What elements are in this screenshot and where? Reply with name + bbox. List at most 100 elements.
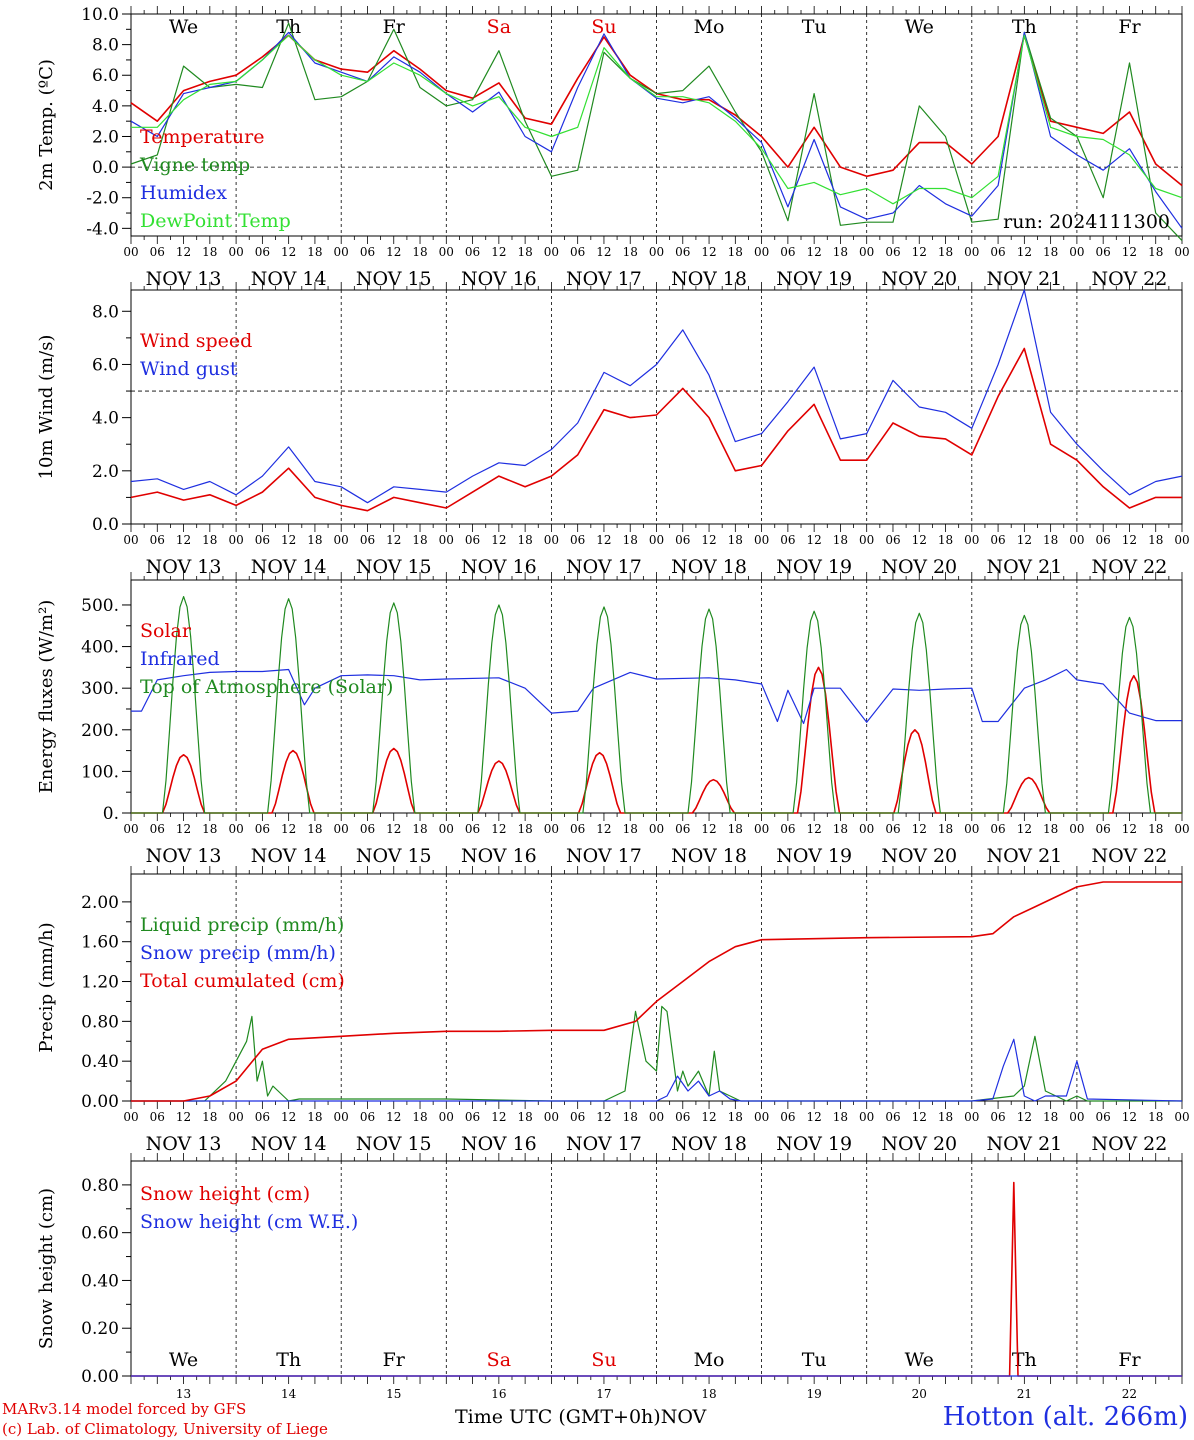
hour-tick-label: 00 <box>1174 1110 1189 1124</box>
date-label: NOV 19 <box>776 268 852 290</box>
hour-tick-label: 12 <box>701 533 716 547</box>
hour-tick-label: 12 <box>912 1110 927 1124</box>
hour-tick-label: 18 <box>1148 822 1163 836</box>
hour-tick-label: 12 <box>596 245 611 259</box>
legend-entry: Wind gust <box>140 358 238 380</box>
hour-tick-label: 12 <box>491 533 506 547</box>
hour-tick-label: 12 <box>386 245 401 259</box>
hour-tick-label: 06 <box>780 1110 795 1124</box>
hour-tick-label: 12 <box>491 822 506 836</box>
date-label: NOV 14 <box>251 556 327 578</box>
series-line-total-cumulated-cm <box>131 881 1182 1102</box>
legend-entry: Liquid precip (mm/h) <box>140 914 344 936</box>
day-number-label: 20 <box>912 1387 927 1401</box>
hour-tick-label: 06 <box>255 245 270 259</box>
date-label: NOV 20 <box>881 268 957 290</box>
weekday-label: We <box>905 1349 934 1371</box>
hour-tick-label: 12 <box>176 533 191 547</box>
date-label: NOV 15 <box>356 845 432 867</box>
lab-credit: (c) Lab. of Climatology, University of L… <box>2 1420 328 1438</box>
hour-tick-label: 00 <box>334 533 349 547</box>
date-label: NOV 14 <box>251 845 327 867</box>
date-label: NOV 18 <box>671 1133 747 1155</box>
legend-entry: Snow precip (mm/h) <box>140 942 336 964</box>
hour-tick-label: 18 <box>623 245 638 259</box>
hour-tick-label: 12 <box>1017 822 1032 836</box>
date-label: NOV 21 <box>986 845 1062 867</box>
hour-tick-label: 06 <box>570 1110 585 1124</box>
date-label: NOV 20 <box>881 556 957 578</box>
y-tick-label: 2.00 <box>81 893 119 913</box>
hour-tick-label: 18 <box>517 245 532 259</box>
hour-tick-label: 06 <box>675 1110 690 1124</box>
y-tick-label: 0.60 <box>81 1224 119 1244</box>
y-tick-label: 6.0 <box>92 355 119 375</box>
hour-tick-label: 12 <box>807 533 822 547</box>
hour-tick-label: 00 <box>754 533 769 547</box>
hour-tick-label: 18 <box>623 533 638 547</box>
hour-tick-label: 06 <box>780 822 795 836</box>
hour-tick-label: 12 <box>386 822 401 836</box>
hour-tick-label: 00 <box>964 533 979 547</box>
weekday-label: We <box>905 16 934 38</box>
hour-tick-label: 12 <box>1017 533 1032 547</box>
date-label: NOV 18 <box>671 845 747 867</box>
hour-tick-label: 18 <box>202 533 217 547</box>
hour-tick-label: 00 <box>123 822 138 836</box>
hour-tick-label: 18 <box>307 245 322 259</box>
series-line-top-of-atmosphere-solar <box>131 595 1182 814</box>
hour-tick-label: 12 <box>176 822 191 836</box>
hour-tick-label: 06 <box>150 1110 165 1124</box>
hour-tick-label: 12 <box>596 1110 611 1124</box>
hour-tick-label: 12 <box>176 1110 191 1124</box>
date-label: NOV 16 <box>461 556 537 578</box>
weekday-label: Tu <box>802 16 827 38</box>
hour-tick-label: 06 <box>990 1110 1005 1124</box>
hour-tick-label: 00 <box>964 822 979 836</box>
weekday-label: Tu <box>802 1349 827 1371</box>
weekday-label: Sa <box>487 1349 511 1371</box>
hour-tick-label: 00 <box>1174 533 1189 547</box>
day-number-label: 15 <box>386 1387 401 1401</box>
hour-tick-label: 18 <box>938 533 953 547</box>
hour-tick-label: 06 <box>1096 1110 1111 1124</box>
hour-tick-label: 06 <box>255 1110 270 1124</box>
hour-tick-label: 06 <box>990 822 1005 836</box>
hour-tick-label: 00 <box>228 533 243 547</box>
hour-tick-label: 00 <box>1069 533 1084 547</box>
hour-tick-label: 18 <box>307 822 322 836</box>
day-number-label: 16 <box>491 1387 506 1401</box>
hour-tick-label: 12 <box>386 1110 401 1124</box>
series-line-wind-gust <box>130 289 1183 504</box>
hour-tick-label: 06 <box>990 533 1005 547</box>
run-annotation: run: 2024111300 <box>1003 211 1170 233</box>
hour-tick-label: 12 <box>176 245 191 259</box>
hour-tick-label: 00 <box>334 822 349 836</box>
panel-energy: 00 06 12 18 00 06 12 18 00 06 12 18 00 06 12 18 00 06 12 18… <box>36 572 1190 867</box>
date-label: NOV 17 <box>566 556 642 578</box>
hour-tick-label: 12 <box>807 1110 822 1124</box>
date-label: NOV 19 <box>776 845 852 867</box>
hour-tick-label: 06 <box>465 822 480 836</box>
y-tick-label: 0. <box>103 804 119 824</box>
hour-tick-label: 06 <box>150 533 165 547</box>
date-label: NOV 20 <box>881 845 957 867</box>
hour-tick-label: 06 <box>360 1110 375 1124</box>
hour-tick-label: 12 <box>1122 533 1137 547</box>
hour-tick-label: 18 <box>623 1110 638 1124</box>
hour-tick-label: 18 <box>1148 1110 1163 1124</box>
hour-tick-label: 00 <box>228 822 243 836</box>
hour-tick-label: 18 <box>202 245 217 259</box>
hour-tick-label: 00 <box>964 1110 979 1124</box>
y-tick-label: 8.0 <box>92 36 119 56</box>
hour-tick-label: 18 <box>412 533 427 547</box>
hour-tick-label: 18 <box>938 822 953 836</box>
y-tick-label: 6.0 <box>92 66 119 86</box>
hour-tick-label: 18 <box>517 1110 532 1124</box>
hour-tick-label: 00 <box>123 1110 138 1124</box>
y-tick-label: -4.0 <box>86 219 119 239</box>
date-label: NOV 21 <box>986 268 1062 290</box>
y-tick-label: 0.80 <box>81 1012 119 1032</box>
hour-tick-label: 06 <box>885 533 900 547</box>
hour-tick-label: 00 <box>859 1110 874 1124</box>
